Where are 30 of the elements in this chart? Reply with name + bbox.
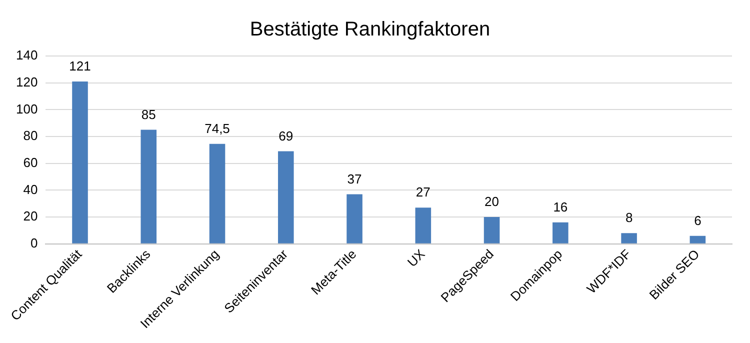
bar [621,233,637,244]
bar [346,194,362,244]
y-tick-label: 40 [23,182,38,197]
bar [690,236,706,244]
y-tick-label: 120 [16,74,38,90]
y-tick-label: 60 [23,154,38,170]
data-label: 6 [694,212,702,228]
data-label: 69 [278,128,294,144]
chart-title: Bestätigte Rankingfaktoren [250,18,490,41]
bar [209,144,226,244]
bar [278,151,294,244]
bar [72,81,88,244]
bar [484,217,500,244]
y-tick-label: 20 [23,208,38,224]
y-tick-label: 0 [30,235,38,250]
data-label: 85 [141,106,156,122]
bar [552,222,568,244]
data-label: 121 [69,58,91,74]
x-tick-label: UX [404,246,428,270]
data-label: 20 [484,194,500,210]
bar [140,130,157,244]
data-label: 27 [416,184,430,200]
y-tick-label: 80 [23,128,38,144]
bar [415,208,432,244]
data-label: 16 [553,199,568,214]
data-label: 8 [625,210,633,226]
y-tick-label: 100 [16,101,38,116]
data-label: 74,5 [204,120,230,136]
y-tick-label: 140 [16,48,38,63]
data-label: 37 [347,171,362,186]
